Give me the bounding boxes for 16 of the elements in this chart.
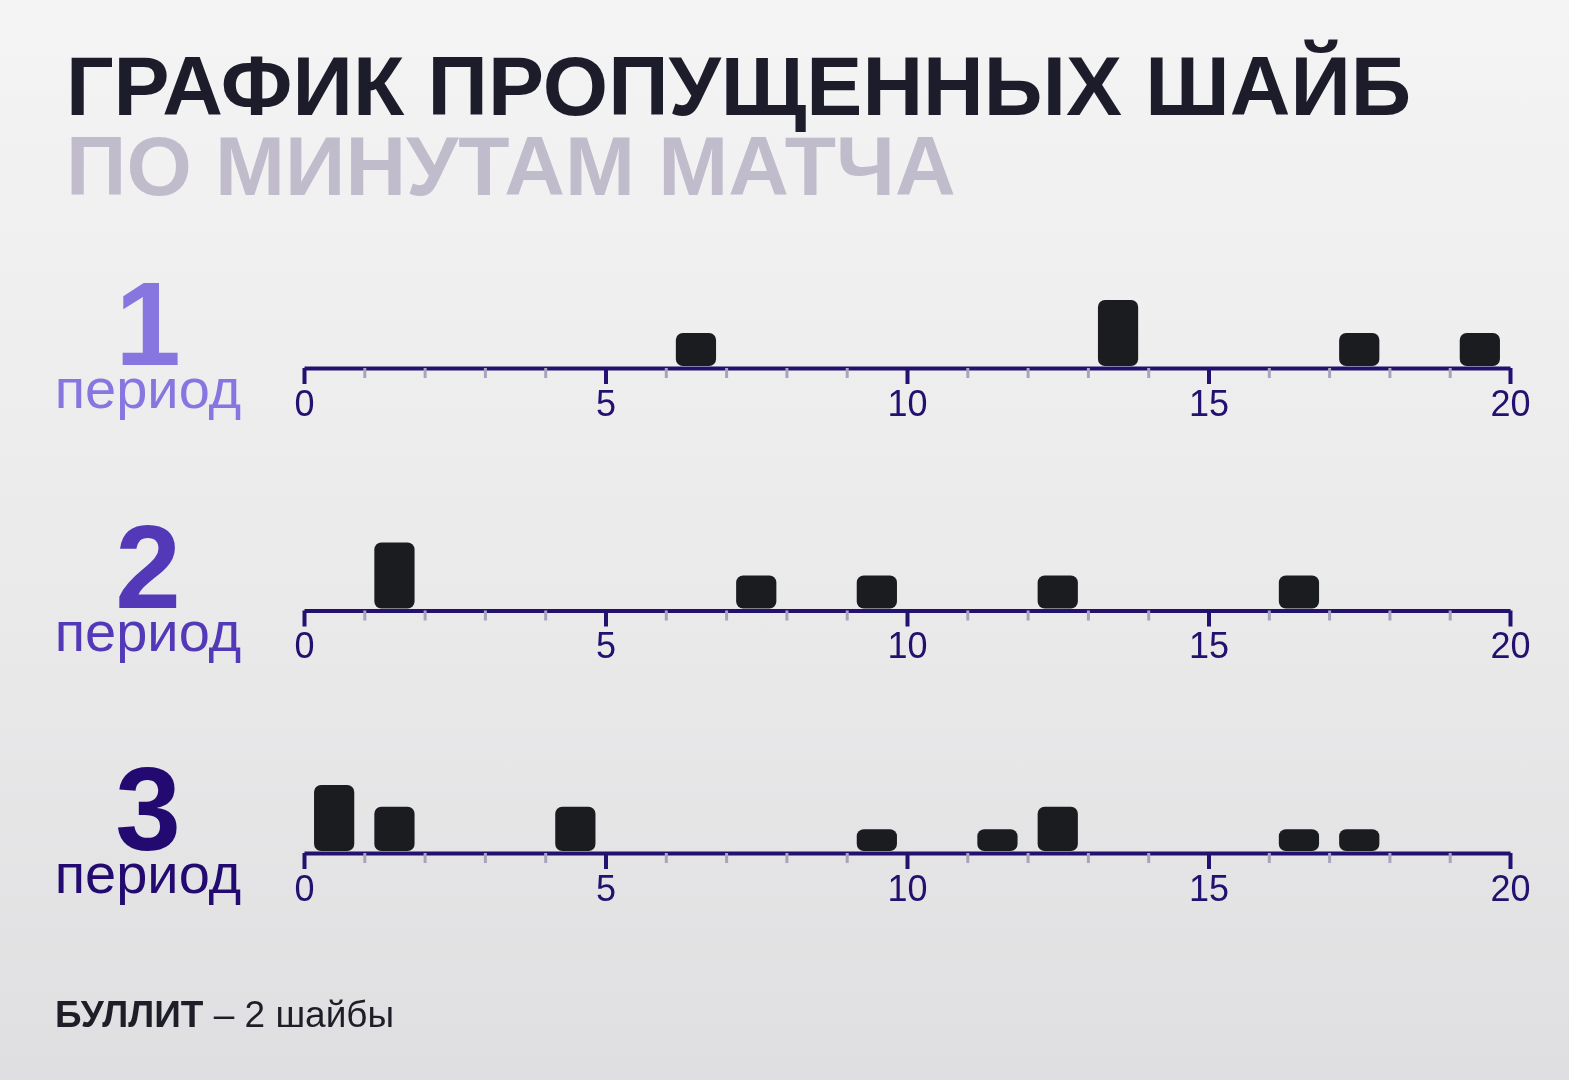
x-tick-label: 20 [1490,867,1531,909]
x-tick-label: 5 [595,382,617,424]
x-tick-label: 20 [1490,382,1531,424]
x-tick-label: 0 [294,867,315,909]
x-tick-label: 0 [294,382,315,424]
x-tick-label: 15 [1188,625,1230,667]
x-tick-label: 5 [595,867,617,909]
x-tick-label: 0 [294,625,315,667]
x-tick-label: 15 [1188,867,1230,909]
x-tick-label: 5 [595,625,617,667]
x-tick-label: 10 [887,625,928,667]
x-tick-label: 10 [887,867,928,909]
x-tick-label: 20 [1490,625,1531,667]
x-tick-label: 10 [887,382,928,424]
x-tick-label: 15 [1188,382,1230,424]
text: БУЛЛИТ – 2 шайбы [55,994,395,1035]
